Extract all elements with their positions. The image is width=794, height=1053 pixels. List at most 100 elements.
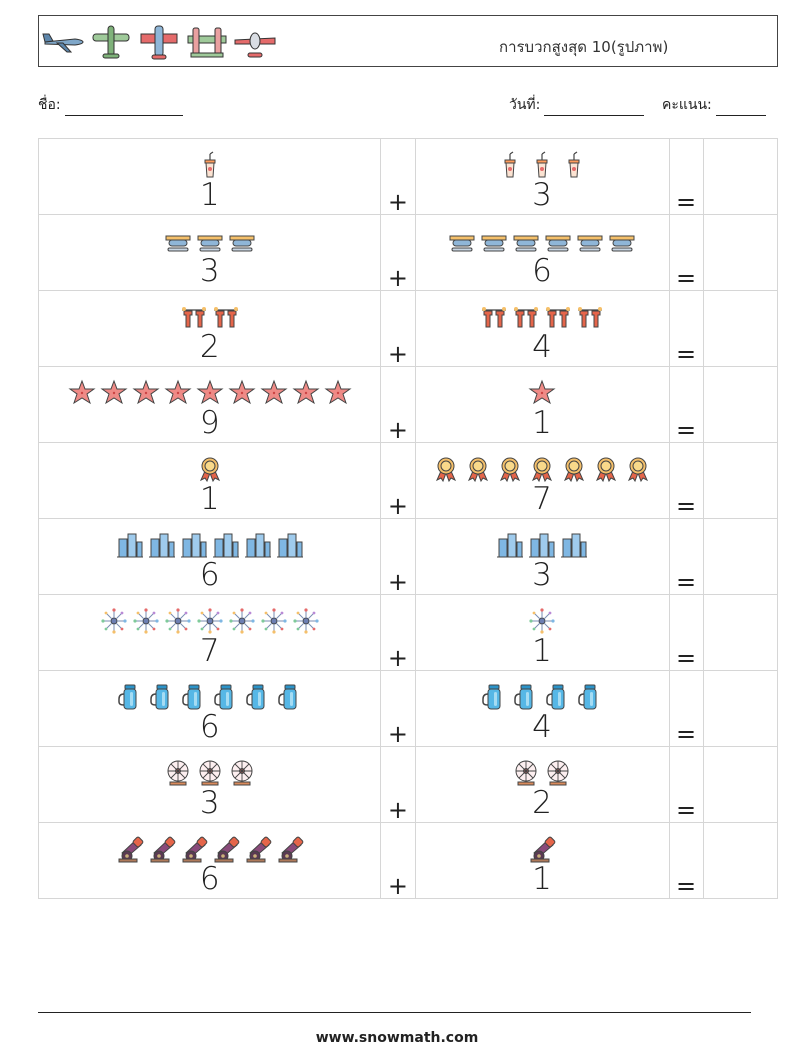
equals-sign: = bbox=[668, 594, 704, 671]
laundry-icon bbox=[546, 307, 571, 328]
operand-b-cell: 7 bbox=[414, 442, 670, 519]
operand-b-cell: 6 bbox=[414, 214, 670, 291]
answer-box[interactable] bbox=[702, 822, 779, 899]
operand-a-cell: 7 bbox=[37, 594, 382, 671]
problem-row: 7 +1 = bbox=[37, 594, 779, 671]
starfish-icon bbox=[164, 379, 192, 405]
operand-a: 6 bbox=[39, 823, 380, 898]
problem-table: 1 +3 = 3 +6 = 2 +4 = 9 +1 = 1 +7 = 6 +3 = 7 +1 = 6 +4 = 3 +2 = 6 +1 = bbox=[37, 138, 779, 899]
twin-boom-plane-icon bbox=[187, 27, 227, 58]
problem-row: 1 +7 = bbox=[37, 442, 779, 519]
seaplane-icon bbox=[609, 235, 635, 252]
operand-b: 2 bbox=[416, 747, 669, 822]
operand-b-cell: 4 bbox=[414, 670, 670, 747]
operand-b-cell: 3 bbox=[414, 518, 670, 595]
picture-group bbox=[196, 149, 224, 179]
equals-sign: = bbox=[668, 442, 704, 519]
operand-number: 4 bbox=[532, 329, 552, 365]
answer-box[interactable] bbox=[702, 366, 779, 443]
operand-number: 6 bbox=[199, 709, 220, 745]
laundry-icon bbox=[578, 307, 603, 328]
drink-cup-icon bbox=[204, 151, 216, 178]
equals-sign: = bbox=[668, 822, 704, 899]
answer-box[interactable] bbox=[702, 518, 779, 595]
answer-box[interactable] bbox=[702, 746, 779, 823]
operand-a-cell: 1 bbox=[37, 138, 382, 215]
laundry-icon bbox=[514, 307, 539, 328]
medal-icon bbox=[531, 457, 553, 483]
operand-b-cell: 1 bbox=[414, 822, 670, 899]
seaplane-icon bbox=[481, 235, 507, 252]
operand-number: 2 bbox=[199, 329, 220, 365]
picture-group bbox=[164, 757, 256, 787]
problem-row: 3 +2 = bbox=[37, 746, 779, 823]
equals-sign: = bbox=[668, 214, 704, 291]
worksheet-header: การบวกสูงสุด 10(รูปภาพ) bbox=[38, 15, 778, 67]
answer-box[interactable] bbox=[702, 138, 779, 215]
operand-a-cell: 6 bbox=[37, 822, 382, 899]
footer-website: www.snowmath.com bbox=[315, 1030, 479, 1046]
operand-number: 1 bbox=[199, 481, 220, 517]
operand-a-cell: 1 bbox=[37, 442, 382, 519]
operand-number: 3 bbox=[199, 785, 220, 821]
fireworks-icon bbox=[261, 608, 287, 634]
operand-a-cell: 2 bbox=[37, 290, 382, 367]
picture-group bbox=[68, 377, 352, 407]
answer-box[interactable] bbox=[702, 214, 779, 291]
medal-icon bbox=[467, 457, 489, 483]
answer-box[interactable] bbox=[702, 594, 779, 671]
answer-box[interactable] bbox=[702, 442, 779, 519]
operand-number: 4 bbox=[532, 709, 552, 745]
problem-row: 9 +1 = bbox=[37, 366, 779, 443]
operand-number: 3 bbox=[532, 177, 552, 213]
thermos-icon bbox=[482, 684, 501, 710]
ferris-wheel-icon bbox=[231, 760, 253, 786]
operand-number: 6 bbox=[532, 253, 552, 289]
starfish-icon bbox=[132, 379, 160, 405]
thermos-icon bbox=[213, 684, 233, 710]
operand-b: 1 bbox=[416, 823, 669, 898]
operand-number: 2 bbox=[532, 785, 552, 821]
operand-a: 1 bbox=[39, 139, 380, 214]
medal-icon bbox=[499, 457, 521, 483]
score-line bbox=[715, 101, 766, 116]
operand-number: 1 bbox=[199, 177, 220, 213]
red-plane-icon bbox=[234, 32, 276, 58]
starfish-icon bbox=[68, 379, 96, 405]
footer-divider bbox=[38, 1012, 751, 1013]
operand-b: 3 bbox=[416, 139, 669, 214]
thermos-icon bbox=[514, 684, 533, 710]
laundry-icon bbox=[181, 307, 206, 328]
fireworks-icon bbox=[101, 608, 127, 634]
answer-box[interactable] bbox=[702, 670, 779, 747]
medal-icon bbox=[435, 457, 457, 483]
ferris-wheel-icon bbox=[167, 760, 189, 786]
buildings-icon bbox=[561, 533, 588, 558]
answer-box[interactable] bbox=[702, 290, 779, 367]
starfish-icon bbox=[228, 379, 256, 405]
ferris-wheel-icon bbox=[199, 760, 221, 786]
equals-sign: = bbox=[668, 518, 704, 595]
equals-sign: = bbox=[668, 670, 704, 747]
starfish-icon bbox=[528, 379, 556, 405]
operand-number: 6 bbox=[199, 861, 220, 897]
picture-group bbox=[528, 833, 556, 863]
fireworks-icon bbox=[229, 608, 255, 634]
picture-group bbox=[496, 149, 588, 179]
picture-group bbox=[116, 529, 304, 559]
thermos-icon bbox=[546, 684, 565, 710]
operand-b: 4 bbox=[416, 671, 669, 746]
medal-icon bbox=[627, 457, 649, 483]
picture-group bbox=[480, 681, 604, 711]
problem-row: 6 +1 = bbox=[37, 822, 779, 899]
plus-sign: + bbox=[380, 594, 416, 671]
operand-number: 1 bbox=[532, 861, 552, 897]
seaplane-icon bbox=[577, 235, 603, 252]
seaplane-icon bbox=[545, 235, 571, 252]
plus-sign: + bbox=[380, 518, 416, 595]
operand-a-cell: 6 bbox=[37, 670, 382, 747]
thermos-icon bbox=[181, 684, 201, 710]
equals-sign: = bbox=[668, 366, 704, 443]
problem-row: 2 +4 = bbox=[37, 290, 779, 367]
picture-group bbox=[496, 529, 588, 559]
